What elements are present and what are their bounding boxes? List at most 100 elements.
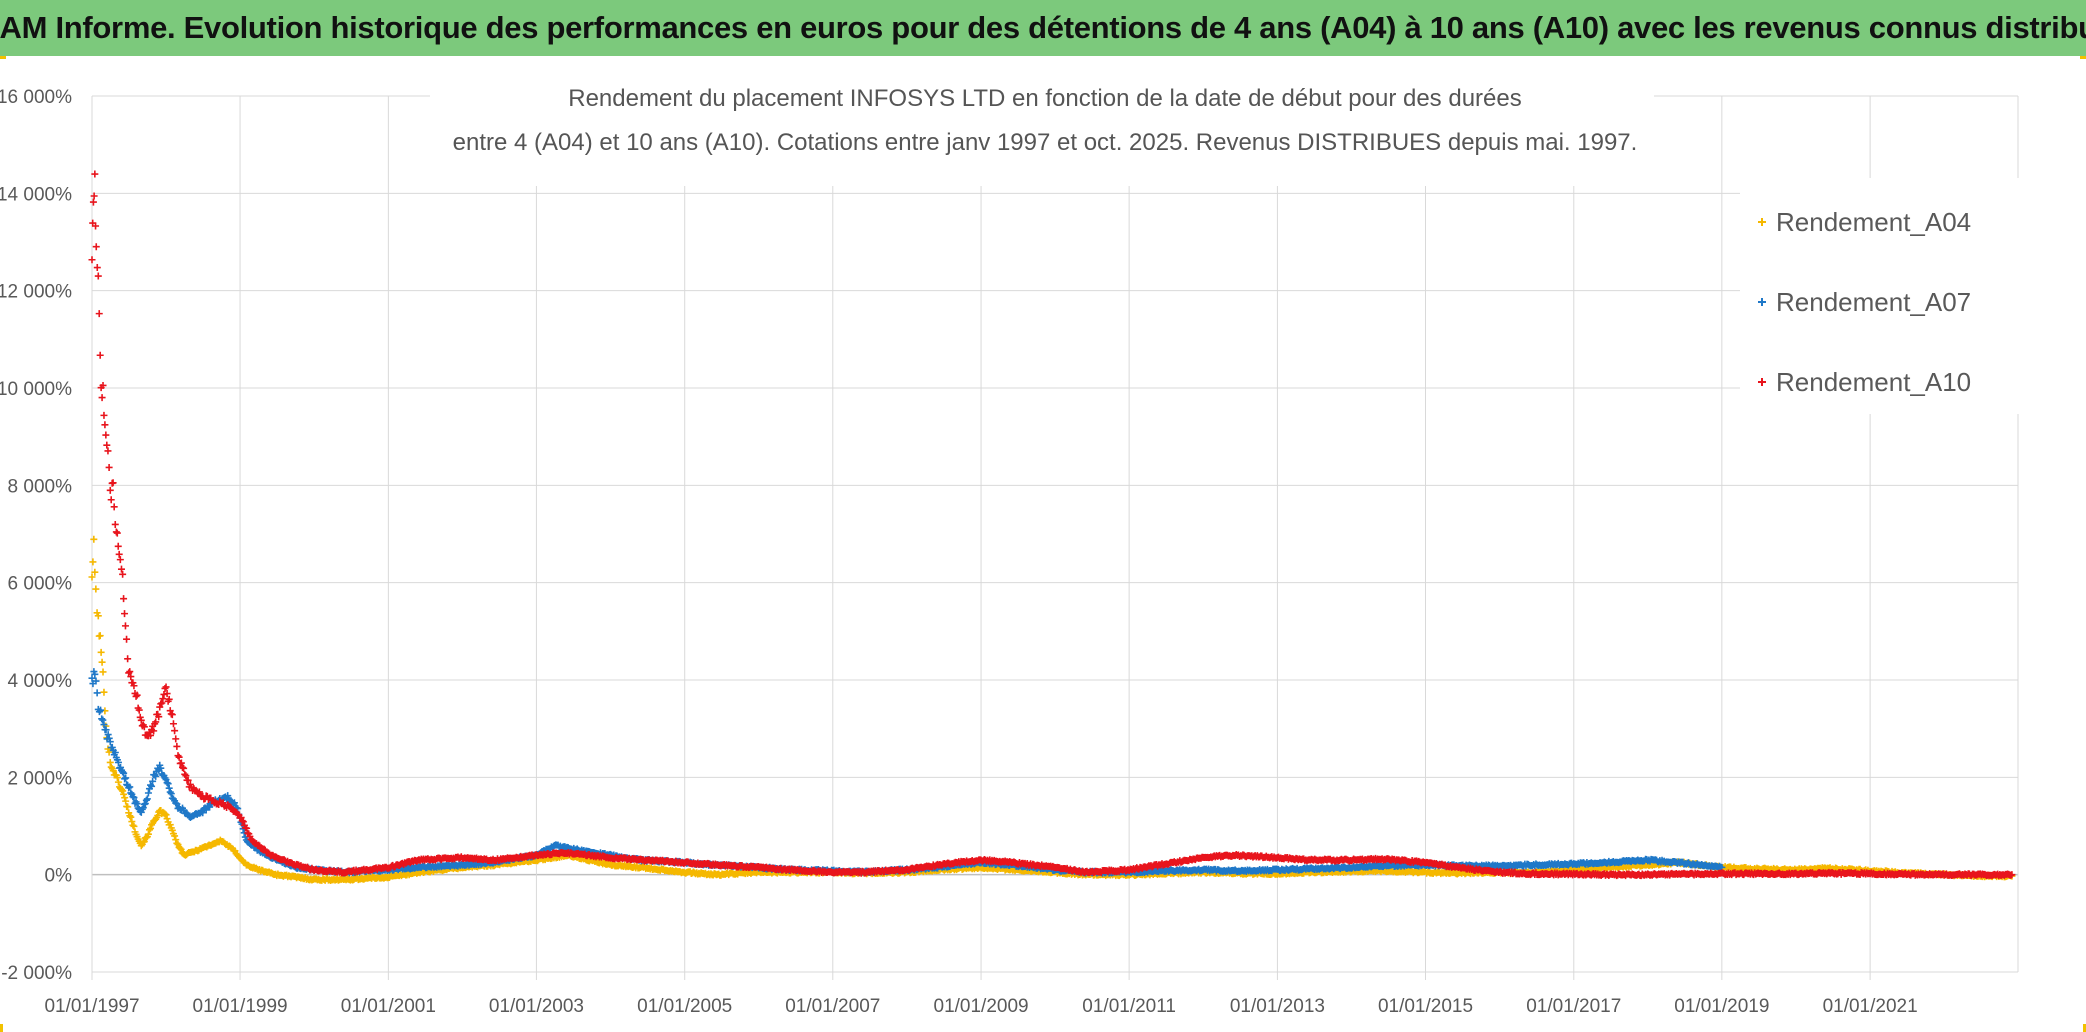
marker-run xyxy=(119,787,132,811)
marker-run xyxy=(174,804,193,820)
marker-run xyxy=(143,819,157,841)
marker-run xyxy=(637,855,688,867)
marker-run xyxy=(1347,854,1385,865)
marker-run xyxy=(112,771,126,794)
x-tick-label: 01/01/2021 xyxy=(1823,996,1918,1017)
marker-run xyxy=(137,834,150,850)
marker-run xyxy=(829,867,866,877)
x-tick-label: 01/01/2005 xyxy=(637,996,732,1017)
legend-label: Rendement_A07 xyxy=(1776,287,1971,317)
y-tick-label: 10 000% xyxy=(0,379,72,400)
marker-run xyxy=(1570,863,1607,874)
chart-legend: Rendement_A04 Rendement_A07 Rendement_A10 xyxy=(1740,178,2024,414)
x-tick-label: 01/01/2007 xyxy=(785,996,880,1017)
marker-run xyxy=(125,783,138,802)
marker-run xyxy=(310,866,348,877)
marker-run xyxy=(92,585,101,617)
x-tick-label: 01/01/1999 xyxy=(193,996,288,1017)
frame-corner-tr xyxy=(2080,56,2086,59)
marker-run xyxy=(711,868,762,879)
marker-run xyxy=(112,754,126,774)
marker-run xyxy=(606,853,644,864)
y-axis-ticks: -2 000% 0% 2 000% 4 000% 6 000% 8 000% 10 000%… xyxy=(0,87,72,984)
marker-run xyxy=(162,776,175,798)
marker-run xyxy=(1526,869,1577,879)
marker-run xyxy=(180,846,200,859)
y-tick-label: 0% xyxy=(45,866,73,887)
marker-run xyxy=(97,648,107,676)
marker-run xyxy=(89,192,98,206)
y-tick-label: -2 000% xyxy=(1,963,72,984)
marker-run xyxy=(131,689,144,721)
marker-run xyxy=(90,535,99,576)
marker-run xyxy=(1570,859,1607,868)
y-tick-label: 2 000% xyxy=(8,768,73,789)
legend-label: Rendement_A04 xyxy=(1776,207,1971,237)
frame-corner-bl xyxy=(0,1024,3,1032)
marker-run xyxy=(1156,865,1206,875)
marker-run xyxy=(109,479,119,528)
marker-run xyxy=(103,441,113,471)
marker-run xyxy=(1347,862,1385,872)
marker-run xyxy=(1792,869,1830,879)
marker-run xyxy=(106,738,119,759)
marker-run xyxy=(1452,863,1502,876)
marker-run xyxy=(1378,866,1428,877)
marker-run xyxy=(88,219,97,264)
marker-run xyxy=(92,243,101,272)
marker-run xyxy=(91,170,100,230)
marker-run xyxy=(681,868,718,879)
marker-run xyxy=(1526,859,1577,870)
marker-run xyxy=(137,796,150,816)
marker-run xyxy=(94,612,104,640)
x-tick-label: 01/01/2013 xyxy=(1230,996,1325,1017)
x-tick-label: 01/01/2015 xyxy=(1378,996,1473,1017)
chart-title-line-1: Rendement du placement INFOSYS LTD en fo… xyxy=(568,85,1521,112)
marker-run xyxy=(384,856,422,872)
marker-run xyxy=(143,777,157,803)
marker-run xyxy=(1748,869,1799,879)
frame-corner-tl xyxy=(0,56,6,59)
marker-run xyxy=(681,858,718,869)
marker-run xyxy=(100,688,110,730)
x-tick-label: 01/01/2017 xyxy=(1526,996,1621,1017)
marker-run xyxy=(242,861,261,873)
marker-run xyxy=(230,847,249,867)
marker-run xyxy=(1674,858,1725,871)
marker-run xyxy=(341,873,391,884)
marker-run xyxy=(150,808,163,825)
marker-run xyxy=(168,826,181,847)
marker-run xyxy=(248,836,274,858)
marker-run xyxy=(162,811,175,832)
marker-run xyxy=(242,836,261,854)
marker-run xyxy=(193,842,212,855)
marker-run xyxy=(1600,860,1651,872)
marker-run xyxy=(606,860,644,872)
marker-run xyxy=(1082,865,1132,877)
marker-run xyxy=(156,761,169,782)
marker-run xyxy=(125,668,138,690)
data-points xyxy=(88,170,2016,884)
marker-run xyxy=(1644,855,1681,867)
page-title-banner: ADAM Informe. Evolution historique des p… xyxy=(0,0,2086,58)
chart-title-line-2: entre 4 (A04) et 10 ans (A10). Cotations… xyxy=(453,129,1638,156)
marker-run xyxy=(1600,855,1651,867)
marker-run xyxy=(115,550,125,573)
legend-box xyxy=(1740,178,2024,414)
legend-marker xyxy=(1758,378,1766,386)
x-tick-label: 01/01/2001 xyxy=(341,996,436,1017)
marker-run xyxy=(1421,858,1459,871)
marker-run xyxy=(1971,870,2015,880)
marker-run xyxy=(532,849,570,860)
marker-run xyxy=(458,854,496,865)
y-tick-label: 4 000% xyxy=(8,671,73,692)
legend-marker xyxy=(1758,218,1766,226)
y-tick-label: 16 000% xyxy=(0,87,72,108)
marker-run xyxy=(1230,851,1280,862)
y-tick-label: 6 000% xyxy=(8,574,73,595)
marker-run xyxy=(1156,853,1206,869)
marker-run xyxy=(1600,870,1651,880)
marker-run xyxy=(1496,867,1533,878)
marker-run xyxy=(1496,860,1533,870)
marker-run xyxy=(934,856,984,869)
